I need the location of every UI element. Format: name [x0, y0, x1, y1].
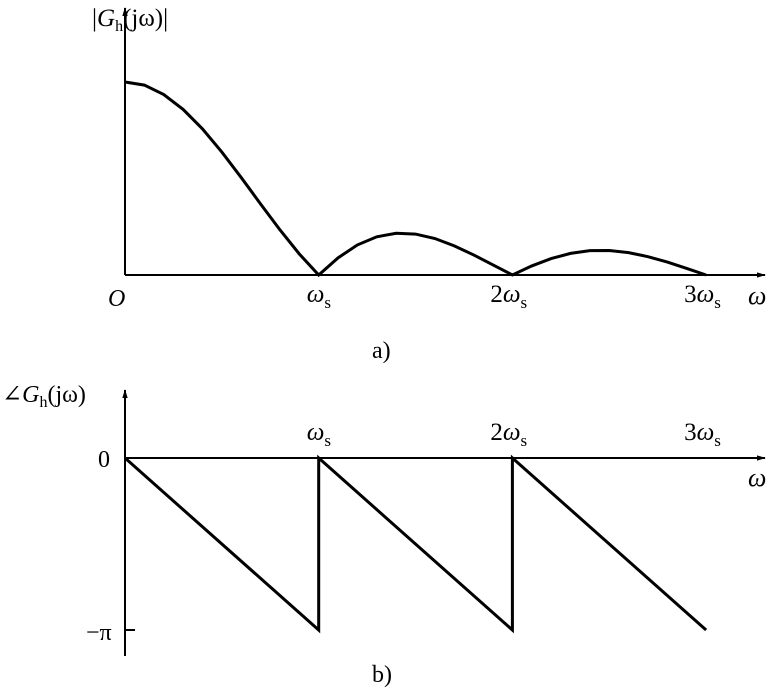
- a-x-label: ω: [748, 281, 766, 310]
- b-y-label: ∠Gh(jω): [2, 382, 86, 411]
- a-x-tick-1: 2ωs: [490, 281, 527, 312]
- b-y-tick-minus-pi: −π: [86, 620, 112, 646]
- a-x-tick-2: 3ωs: [684, 281, 721, 312]
- b-phase-curve: [124, 454, 708, 634]
- a-origin-label: O: [108, 286, 125, 312]
- b-x-tick-0: ωs: [307, 419, 331, 450]
- b-x-label: ω: [748, 463, 766, 492]
- b-x-tick-1: 2ωs: [490, 419, 527, 450]
- b-x-tick-2: 3ωs: [684, 419, 721, 450]
- a-panel-label: a): [372, 338, 391, 364]
- a-y-label: |Gh(jω)|: [92, 5, 168, 35]
- a-x-tick-0: ωs: [307, 281, 331, 312]
- b-y-tick-0: 0: [98, 447, 110, 473]
- a-magnitude-curve: [124, 80, 707, 278]
- b-panel-label: b): [372, 662, 392, 688]
